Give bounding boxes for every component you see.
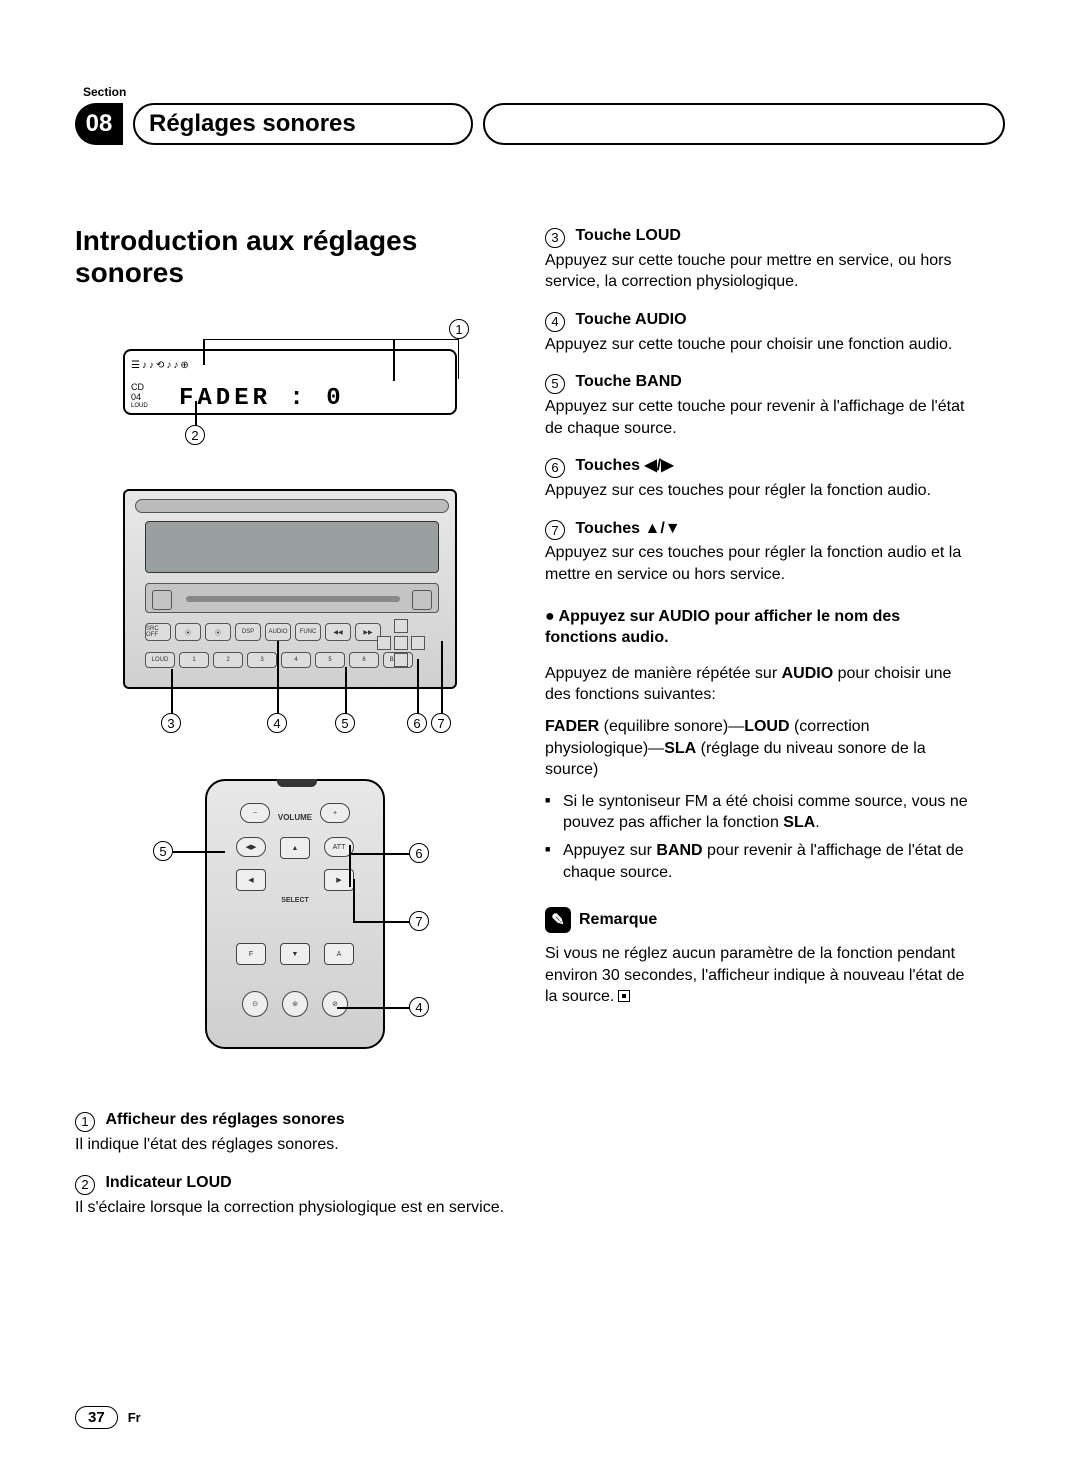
item-number: 1 [75,1112,95,1132]
callout-7: 7 [431,713,451,733]
callout-6: 6 [407,713,427,733]
lead-instruction: ● Appuyez sur AUDIO pour afficher le nom… [545,606,975,649]
list-item: 7 Touches ▲/▼ Appuyez sur ces touches po… [545,518,975,586]
lcd-loud: LOUD [131,403,148,410]
item-desc: Appuyez sur ces touches pour régler la f… [545,480,975,502]
unit-btn: ⦿ [175,623,201,641]
item-title: Touches ◀/▶ [575,457,673,474]
item-desc: Appuyez sur ces touches pour régler la f… [545,542,975,585]
remark-text: Si vous ne réglez aucun paramètre de la … [545,943,975,1008]
item-title: Touche AUDIO [575,311,686,328]
item-title: Touche LOUD [575,227,680,244]
item-title: Indicateur LOUD [105,1174,231,1191]
callout-6-remote: 6 [409,843,429,863]
unit-btn: 6 [349,652,379,668]
unit-btn: 3 [247,652,277,668]
callout-5-remote: 5 [153,841,173,861]
item-desc: Appuyez sur cette touche pour mettre en … [545,250,975,293]
item-number: 4 [545,312,565,332]
remote-select-label: SELECT [207,897,383,904]
list-item: 2 Indicateur LOUD Il s'éclaire lorsque l… [75,1172,505,1218]
remote-btn: ⊙ [242,991,268,1017]
lcd-track: 04 [131,393,148,403]
chapter-title-pill: Réglages sonores [133,103,473,145]
item-number: 7 [545,520,565,540]
left-column: Introduction aux réglages sonores ☰♪♪⟲♪♪… [75,225,505,1234]
lead-bullet: ● Appuyez sur AUDIO pour afficher le nom… [545,606,975,649]
page-footer: 37 Fr [75,1406,141,1429]
main-title: Introduction aux réglages sonores [75,225,505,289]
sub-bullet: Si le syntoniseur FM a été choisi comme … [545,791,975,834]
remote-btn: ◀ [236,869,266,891]
remote-btn: ⊘ [322,991,348,1017]
page-number: 37 [75,1406,118,1429]
remote-btn: F [236,943,266,965]
item-title: Afficheur des réglages sonores [105,1111,344,1128]
callout-1: 1 [449,319,469,339]
figure-lcd: ☰♪♪⟲♪♪⊕ CD 04 LOUD FADER : 0 1 2 [105,319,475,449]
item-desc: Appuyez sur cette touche pour revenir à … [545,396,975,439]
callout-7-remote: 7 [409,911,429,931]
unit-btn: SRC OFF [145,623,171,641]
unit-btn: ⦿ [205,623,231,641]
language-code: Fr [128,1410,141,1425]
unit-btn: ◀◀ [325,623,351,641]
pencil-icon: ✎ [545,907,571,933]
unit-btn: LOUD [145,652,175,668]
remote-btn: + [320,803,350,823]
paragraph: Appuyez de manière répétée sur AUDIO pou… [545,663,975,706]
list-item: 6 Touches ◀/▶ Appuyez sur ces touches po… [545,455,975,501]
empty-header-pill [483,103,1005,145]
chapter-number-badge: 08 [75,103,123,145]
remark-header: ✎ Remarque [545,907,975,933]
callout-5: 5 [335,713,355,733]
unit-btn: 5 [315,652,345,668]
remote-btn: ▲ [280,837,310,859]
right-column: 3 Touche LOUD Appuyez sur cette touche p… [545,225,975,1234]
chapter-header: 08 Réglages sonores [75,103,1005,145]
paragraph: FADER (equilibre sonore)—LOUD (correctio… [545,716,975,781]
unit-btn: 4 [281,652,311,668]
callout-4: 4 [267,713,287,733]
item-title: Touche BAND [575,373,681,390]
remote-btn: ▼ [280,943,310,965]
item-number: 3 [545,228,565,248]
callout-2: 2 [185,425,205,445]
list-item: 4 Touche AUDIO Appuyez sur cette touche … [545,309,975,355]
section-label: Section [83,85,1005,99]
item-desc: Appuyez sur cette touche pour choisir un… [545,334,975,356]
remote-btn: A [324,943,354,965]
unit-btn: 1 [179,652,209,668]
figure-head-unit: SRC OFF ⦿ ⦿ DSP AUDIO FUNC ◀◀ ▶▶ LOUD 1 … [105,489,475,749]
callout-3: 3 [161,713,181,733]
item-number: 6 [545,458,565,478]
item-title: Touches ▲/▼ [575,520,680,537]
unit-btn: AUDIO [265,623,291,641]
item-desc: Il indique l'état des réglages sonores. [75,1134,505,1156]
head-unit: SRC OFF ⦿ ⦿ DSP AUDIO FUNC ◀◀ ▶▶ LOUD 1 … [123,489,457,689]
list-item: 3 Touche LOUD Appuyez sur cette touche p… [545,225,975,293]
end-mark-icon [618,990,630,1002]
item-number: 2 [75,1175,95,1195]
unit-btn: FUNC [295,623,321,641]
unit-btn: DSP [235,623,261,641]
remote-btn: ⊚ [282,991,308,1017]
remark-title: Remarque [579,911,657,929]
remote-control: VOLUME − + ◀▶ ▲ ATT ◀ ▶ SELECT [205,779,385,1049]
list-item: 1 Afficheur des réglages sonores Il indi… [75,1109,505,1155]
item-desc: Il s'éclaire lorsque la correction physi… [75,1197,505,1219]
lcd-left-info: CD 04 LOUD [131,383,148,409]
remote-btn: − [240,803,270,823]
remote-btn: ◀▶ [236,837,266,857]
callout-4-remote: 4 [409,997,429,1017]
sub-bullet: Appuyez sur BAND pour revenir à l'affich… [545,840,975,883]
unit-btn: 2 [213,652,243,668]
figure-remote: VOLUME − + ◀▶ ▲ ATT ◀ ▶ SELECT [105,779,475,1069]
item-number: 5 [545,374,565,394]
lcd-main-text: FADER : 0 [179,385,345,412]
list-item: 5 Touche BAND Appuyez sur cette touche p… [545,371,975,439]
